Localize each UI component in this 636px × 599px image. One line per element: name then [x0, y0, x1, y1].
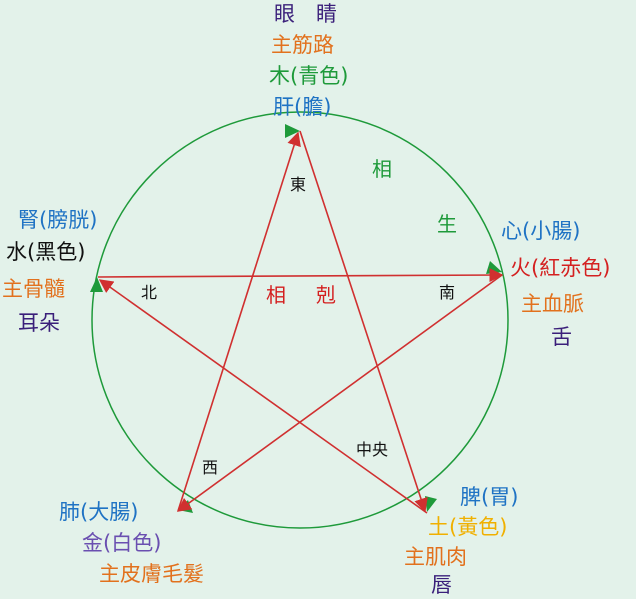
controlling-char-2: 剋 — [316, 283, 336, 307]
metal-element-label: 金(白色) — [82, 531, 162, 555]
wood-function-label: 主筋路 — [271, 33, 334, 57]
control-line-earth-to-water — [98, 279, 428, 514]
wood-element-label: 木(青色) — [269, 64, 349, 88]
wood-zang-label: 肝(膽) — [273, 95, 332, 119]
direction-south-label: 南 — [439, 283, 456, 302]
metal-zang-label: 肺(大腸) — [59, 500, 139, 524]
water-element-label: 水(黑色) — [6, 240, 86, 264]
controlling-char-1: 相 — [266, 283, 286, 307]
arrowhead-to-earth — [425, 496, 437, 512]
direction-east-label: 東 — [290, 175, 307, 194]
water-function-label: 主骨髓 — [2, 277, 65, 301]
control-line-wood-to-earth — [299, 130, 428, 513]
earth-function-label: 主肌肉 — [404, 545, 467, 569]
arrowhead-to-water — [90, 277, 103, 292]
metal-function-label: 主皮膚毛髮 — [99, 562, 204, 586]
earth-organ-label: 唇 — [431, 573, 452, 597]
direction-north-label: 北 — [141, 283, 158, 302]
generating-cycle-circle — [91, 111, 509, 529]
earth-element-label: 土(黃色) — [428, 515, 508, 539]
fire-zang-label: 心(小腸) — [501, 219, 581, 243]
direction-west-label: 西 — [202, 458, 219, 477]
control-line-water-to-fire — [97, 268, 504, 283]
generating-char-1: 相 — [372, 157, 392, 181]
water-organ-label: 耳朵 — [18, 311, 60, 335]
control-line-metal-to-wood — [177, 131, 301, 512]
fire-function-label: 主血脈 — [521, 292, 584, 316]
control-line-fire-to-metal — [176, 274, 503, 512]
fire-element-label: 火(紅赤色) — [510, 256, 611, 280]
direction-center-label: 中央 — [356, 440, 389, 459]
wood-organ-label: 眼 睛 — [274, 2, 337, 26]
generating-char-2: 生 — [437, 212, 457, 236]
water-zang-label: 腎(膀胱) — [18, 208, 98, 232]
earth-zang-label: 脾(胃) — [460, 485, 519, 509]
fire-organ-label: 舌 — [551, 325, 572, 349]
